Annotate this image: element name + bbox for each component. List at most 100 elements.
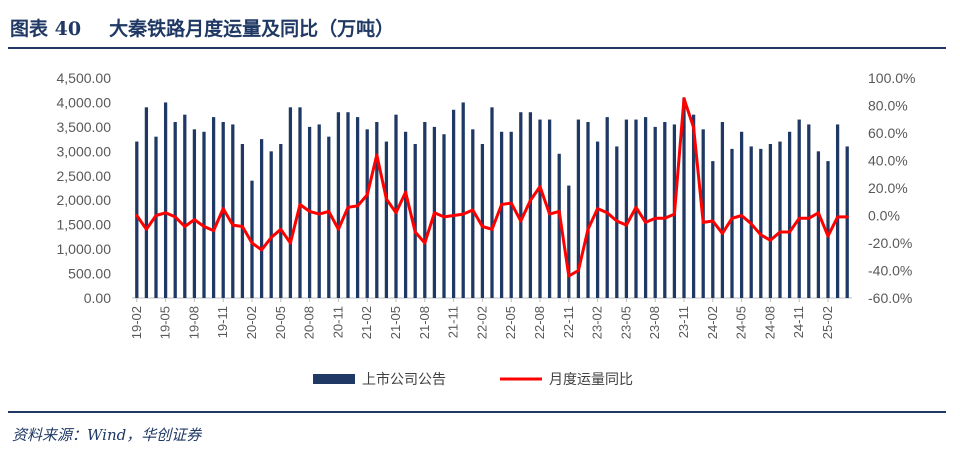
bar (298, 107, 302, 298)
bar (643, 117, 648, 298)
x-axis-tick-label: 24-08 (762, 306, 777, 339)
source-divider (8, 411, 946, 413)
title-divider (8, 47, 946, 49)
x-axis-tick-label: 22-11 (561, 306, 576, 338)
x-axis-tick-label: 23-02 (590, 306, 605, 339)
bar (586, 122, 590, 298)
x-axis-tick-label: 20-08 (302, 306, 317, 339)
bar (499, 131, 504, 298)
left-axis-tick-label: 4,500.00 (57, 70, 112, 86)
bar (845, 146, 849, 298)
left-axis-tick-label: 2,000.00 (57, 192, 112, 208)
bar (403, 131, 408, 298)
bar (720, 122, 725, 298)
bar (259, 139, 264, 298)
bar (557, 153, 561, 298)
legend-line-label: 月度运量同比 (549, 372, 633, 388)
bar (327, 136, 331, 298)
bar (211, 117, 216, 298)
bar (279, 144, 283, 298)
legend-bar-swatch (313, 374, 355, 384)
left-axis-tick-label: 0.00 (84, 290, 111, 306)
right-axis-tick-label: 40.0% (868, 153, 908, 169)
right-axis-tick-label: 0.0% (868, 208, 900, 224)
source-note: 资料来源：Wind，华创证券 (12, 426, 202, 444)
bar (835, 124, 840, 298)
bar (711, 161, 715, 298)
x-axis-tick-label: 22-02 (474, 306, 489, 339)
left-axis-tick-label: 3,500.00 (57, 119, 112, 135)
figure-label: 图表 40 (10, 18, 82, 40)
bar (576, 119, 581, 298)
x-axis-tick-label: 23-08 (647, 306, 662, 339)
bar (250, 180, 254, 298)
x-axis-tick-label: 19-02 (129, 306, 144, 339)
x-axis-tick-label: 21-02 (359, 306, 374, 339)
x-axis-tick-label: 23-11 (676, 306, 691, 338)
right-axis-tick-label: 100.0% (868, 70, 915, 86)
bar (490, 107, 494, 298)
bar (595, 141, 600, 298)
x-axis-tick-label: 25-02 (820, 306, 835, 339)
right-axis-tick-label: 60.0% (868, 125, 908, 141)
x-axis-tick-label: 20-11 (330, 306, 345, 338)
figure-title: 图表 40 大秦铁路月度运量及同比（万吨） (10, 14, 394, 40)
bar (163, 102, 168, 298)
x-axis-tick-label: 21-05 (388, 306, 403, 339)
bar (317, 124, 321, 298)
x-axis-tick-label: 20-05 (273, 306, 288, 339)
bar (346, 112, 350, 298)
bar (691, 114, 696, 299)
bar (240, 144, 245, 298)
bar (682, 97, 686, 298)
left-axis-tick-label: 2,500.00 (57, 168, 112, 184)
right-axis-tick-label: 20.0% (868, 180, 908, 196)
x-axis-tick-label: 22-05 (503, 306, 518, 339)
bar (624, 119, 629, 298)
left-axis-tick-label: 3,000.00 (57, 143, 112, 159)
bar (183, 114, 187, 299)
bar (538, 119, 542, 298)
bar (778, 141, 782, 298)
bar (807, 124, 811, 298)
chart-title: 大秦铁路月度运量及同比（万吨） (109, 18, 395, 40)
bar (567, 185, 571, 298)
bar (365, 129, 369, 298)
bar (663, 122, 667, 298)
right-axis-tick-label: -40.0% (868, 263, 912, 279)
bar (355, 117, 360, 298)
left-axis-tick-label: 500.00 (68, 266, 111, 282)
bar (231, 124, 235, 298)
bar (269, 151, 273, 298)
bar (509, 131, 513, 298)
bar (797, 119, 801, 298)
bar (288, 107, 293, 298)
bar (547, 119, 552, 298)
x-axis-tick-label: 24-11 (791, 306, 806, 338)
bar (384, 141, 389, 298)
bar (826, 161, 830, 298)
left-axis-tick-label: 1,000.00 (57, 241, 112, 257)
bar (787, 131, 792, 298)
bar (480, 144, 485, 298)
right-axis-tick-label: -20.0% (868, 235, 912, 251)
x-axis-tick-label: 23-05 (618, 306, 633, 339)
bar (394, 114, 398, 299)
bar (816, 151, 821, 298)
bar (135, 141, 139, 298)
x-axis-tick-label: 24-02 (705, 306, 720, 339)
bar (144, 107, 149, 298)
chart-area: 0.00 500.00 1,000.00 1,500.00 2,000.00 2,500.… (57, 70, 916, 388)
bar (375, 122, 379, 298)
x-axis-tick-label: 19-11 (215, 306, 230, 338)
bar (423, 122, 427, 298)
right-axis-tick-label: -60.0% (868, 290, 912, 306)
x-axis-tick-label: 22-08 (532, 306, 547, 339)
left-axis-tick-label: 4,000.00 (57, 94, 112, 110)
bar (605, 117, 609, 298)
bar (519, 112, 523, 298)
x-axis-tick-label: 24-05 (734, 306, 749, 339)
x-axis-tick-label: 20-02 (244, 306, 259, 339)
bar (192, 129, 197, 298)
bar (528, 112, 533, 298)
